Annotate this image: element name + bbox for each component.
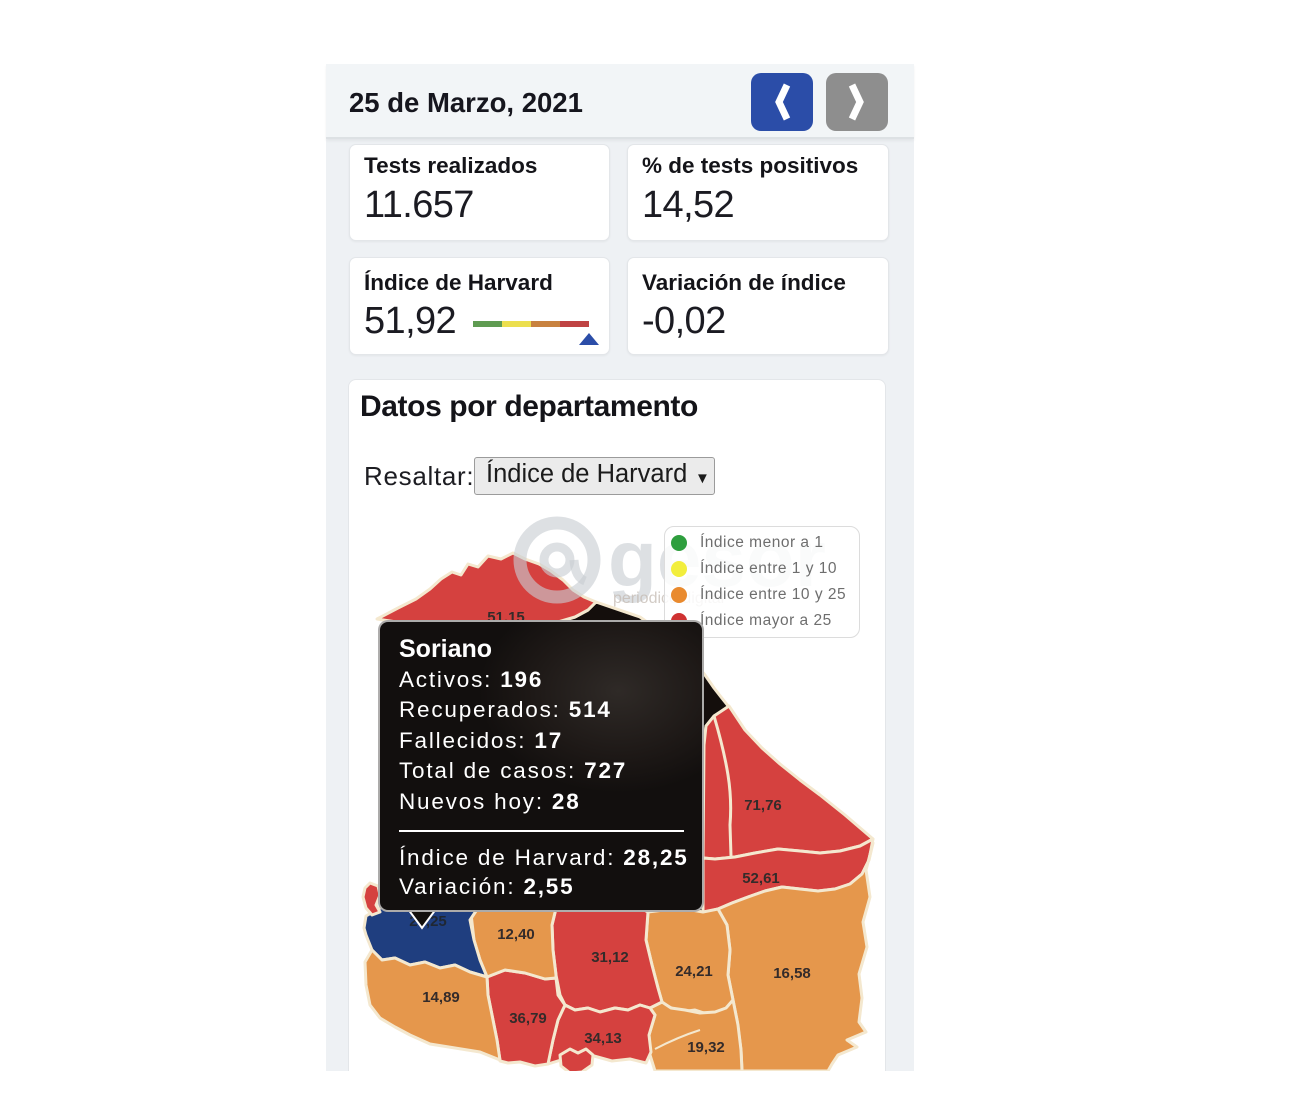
svg-text:34,13: 34,13 — [584, 1030, 622, 1047]
svg-text:19,32: 19,32 — [687, 1039, 725, 1056]
svg-text:36,79: 36,79 — [509, 1010, 547, 1027]
svg-text:14,89: 14,89 — [422, 989, 460, 1006]
svg-text:24,21: 24,21 — [675, 963, 713, 980]
svg-text:16,58: 16,58 — [773, 965, 811, 982]
svg-text:71,76: 71,76 — [744, 797, 782, 814]
svg-text:31,12: 31,12 — [591, 949, 629, 966]
svg-text:12,40: 12,40 — [497, 926, 535, 943]
svg-text:52,61: 52,61 — [742, 870, 780, 887]
